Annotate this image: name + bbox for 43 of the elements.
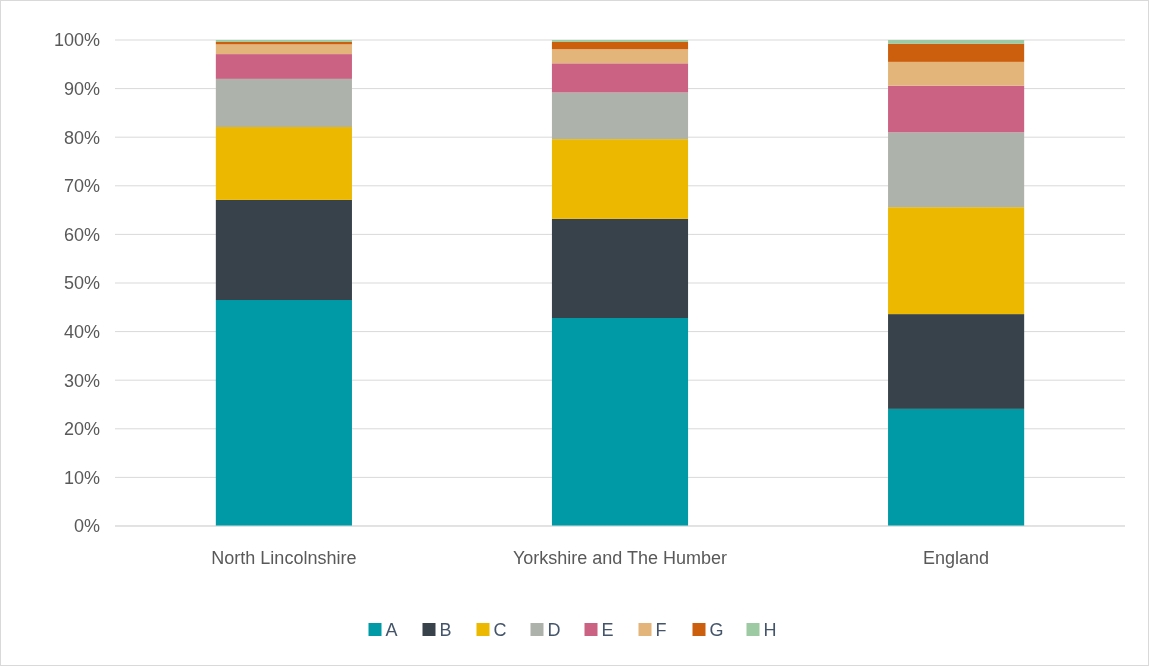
y-tick-label: 0%: [73, 516, 100, 537]
y-tick-label: 70%: [63, 176, 100, 197]
bar: [215, 78, 352, 127]
y-tick-label: 60%: [63, 224, 100, 245]
bar: [215, 199, 352, 301]
x-tick-label: England: [923, 548, 990, 568]
bar: [551, 139, 689, 219]
bar: [551, 63, 689, 93]
y-tick-label: 90%: [63, 78, 100, 99]
bar: [888, 85, 1025, 133]
bar: [215, 44, 352, 55]
legend-label: D: [547, 620, 561, 641]
bar: [888, 132, 1025, 208]
bar: [888, 408, 1025, 526]
y-tick-label: 30%: [63, 370, 100, 391]
legend-label: C: [493, 620, 507, 641]
legend-label: G: [709, 620, 724, 641]
bar: [888, 314, 1025, 409]
bar: [888, 61, 1025, 86]
y-tick-label: 80%: [63, 127, 100, 148]
bar: [215, 54, 352, 79]
legend-label: B: [439, 620, 452, 641]
bar: [888, 43, 1025, 62]
y-tick-label: 20%: [63, 419, 100, 440]
x-tick-label: North Lincolnshire: [211, 548, 357, 568]
bar: [551, 218, 689, 318]
bar: [551, 41, 689, 50]
y-tick-label: 100%: [53, 30, 100, 51]
bar: [551, 92, 689, 140]
y-tick-label: 40%: [63, 321, 100, 342]
bar: [888, 40, 1025, 44]
bar: [215, 300, 352, 526]
y-tick-label: 50%: [63, 273, 100, 294]
bar: [888, 207, 1025, 315]
legend-label: A: [385, 620, 398, 641]
legend-label: F: [655, 620, 667, 641]
bar: [551, 49, 689, 64]
bar: [551, 317, 689, 526]
legend-label: H: [763, 620, 777, 641]
legend-label: E: [601, 620, 614, 641]
y-tick-label: 10%: [63, 467, 100, 488]
x-tick-label: Yorkshire and The Humber: [512, 548, 728, 568]
bar: [215, 126, 352, 200]
